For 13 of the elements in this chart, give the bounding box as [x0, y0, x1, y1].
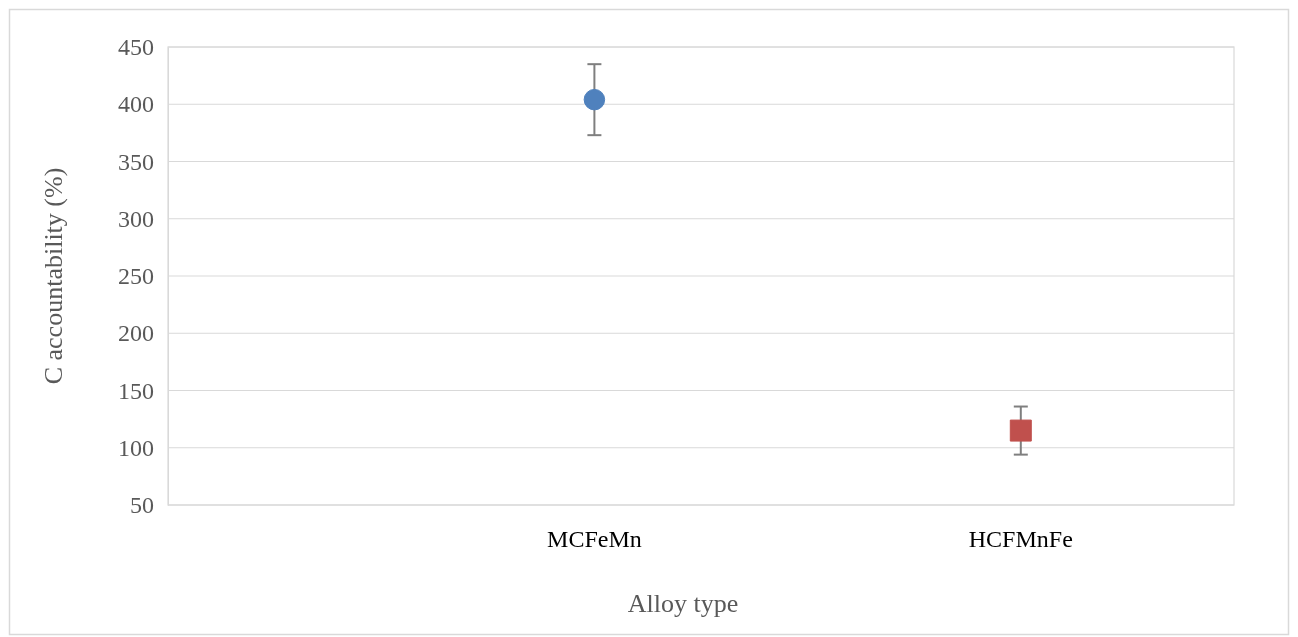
y-tick-label: 200 — [118, 320, 154, 347]
y-tick-label: 450 — [118, 34, 154, 61]
y-tick-label: 250 — [118, 263, 154, 290]
y-tick-label: 50 — [130, 492, 154, 519]
y-tick-label: 400 — [118, 91, 154, 118]
x-axis-title: Alloy type — [627, 589, 739, 618]
y-axis-title: C accountability (%) — [39, 167, 68, 385]
y-tick-label: 100 — [118, 434, 154, 461]
x-tick-label: HCFMnFe — [968, 526, 1073, 552]
y-tick-label: 350 — [118, 148, 154, 175]
y-tick-label: 300 — [118, 205, 154, 232]
y-tick-label: 150 — [118, 377, 154, 404]
x-tick-label: MCFeMn — [547, 526, 642, 552]
